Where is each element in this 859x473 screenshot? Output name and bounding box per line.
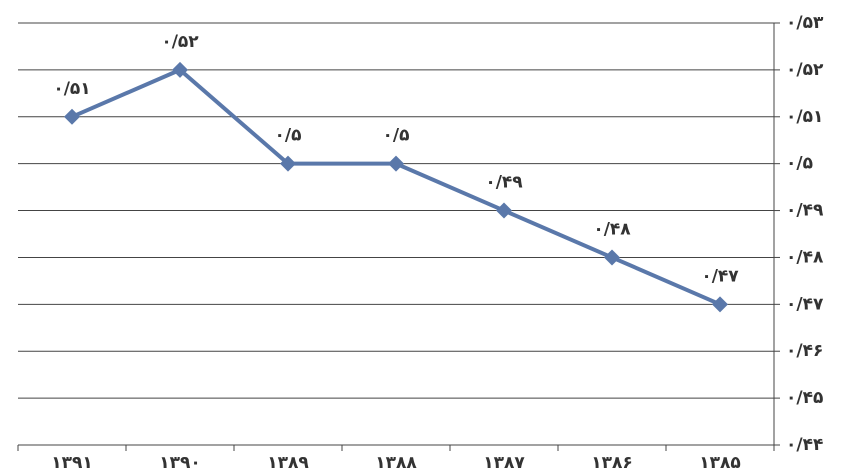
marker	[712, 296, 728, 312]
x-tick-label: ۱۳۸۷	[483, 453, 525, 473]
y-tick-label: ۰/۴۴	[786, 435, 823, 455]
x-tick-label: ۱۳۹۰	[159, 453, 201, 473]
y-tick-label: ۰/۵۲	[786, 60, 824, 80]
x-tick-label: ۱۳۸۶	[591, 453, 633, 473]
x-tick-label: ۱۳۸۹	[267, 453, 309, 473]
marker	[388, 156, 404, 172]
y-tick-label: ۰/۴۷	[786, 294, 824, 314]
x-tick-label: ۱۳۸۵	[699, 453, 741, 473]
x-tick-label: ۱۳۹۱	[51, 453, 93, 473]
y-tick-label: ۰/۴۵	[786, 388, 823, 408]
data-label: ۰/۵۱	[53, 79, 90, 99]
data-label: ۰/۴۸	[593, 219, 631, 239]
data-label: ۰/۵۲	[161, 32, 199, 52]
x-tick-label: ۱۳۸۸	[375, 453, 417, 473]
marker	[64, 109, 80, 125]
marker	[496, 203, 512, 219]
data-label: ۰/۵	[275, 126, 302, 146]
page: ۰/۴۴ ۰/۴۵ ۰/۴۶ ۰/۴۷ ۰/۴۸ ۰/۴۹ ۰/۵ ۰/۵۱ ۰/۵۲ ۰/۵۳ ۱…	[0, 0, 859, 473]
y-tick-label: ۰/۵۱	[786, 107, 823, 127]
chart: ۰/۴۴ ۰/۴۵ ۰/۴۶ ۰/۴۷ ۰/۴۸ ۰/۴۹ ۰/۵ ۰/۵۱ ۰/۵۲ ۰/۵۳ ۱…	[0, 0, 859, 473]
data-label: ۰/۴۹	[485, 173, 523, 193]
y-tick-label: ۰/۴۸	[786, 247, 824, 267]
y-tick-label: ۰/۵۳	[786, 13, 824, 33]
marker	[604, 249, 620, 265]
y-tick-label: ۰/۵	[786, 154, 813, 174]
y-tick-label: ۰/۴۶	[786, 341, 823, 361]
data-label: ۰/۴۷	[701, 266, 739, 286]
data-label: ۰/۵	[383, 126, 410, 146]
line	[72, 70, 720, 304]
y-tick-label: ۰/۴۹	[786, 201, 824, 221]
